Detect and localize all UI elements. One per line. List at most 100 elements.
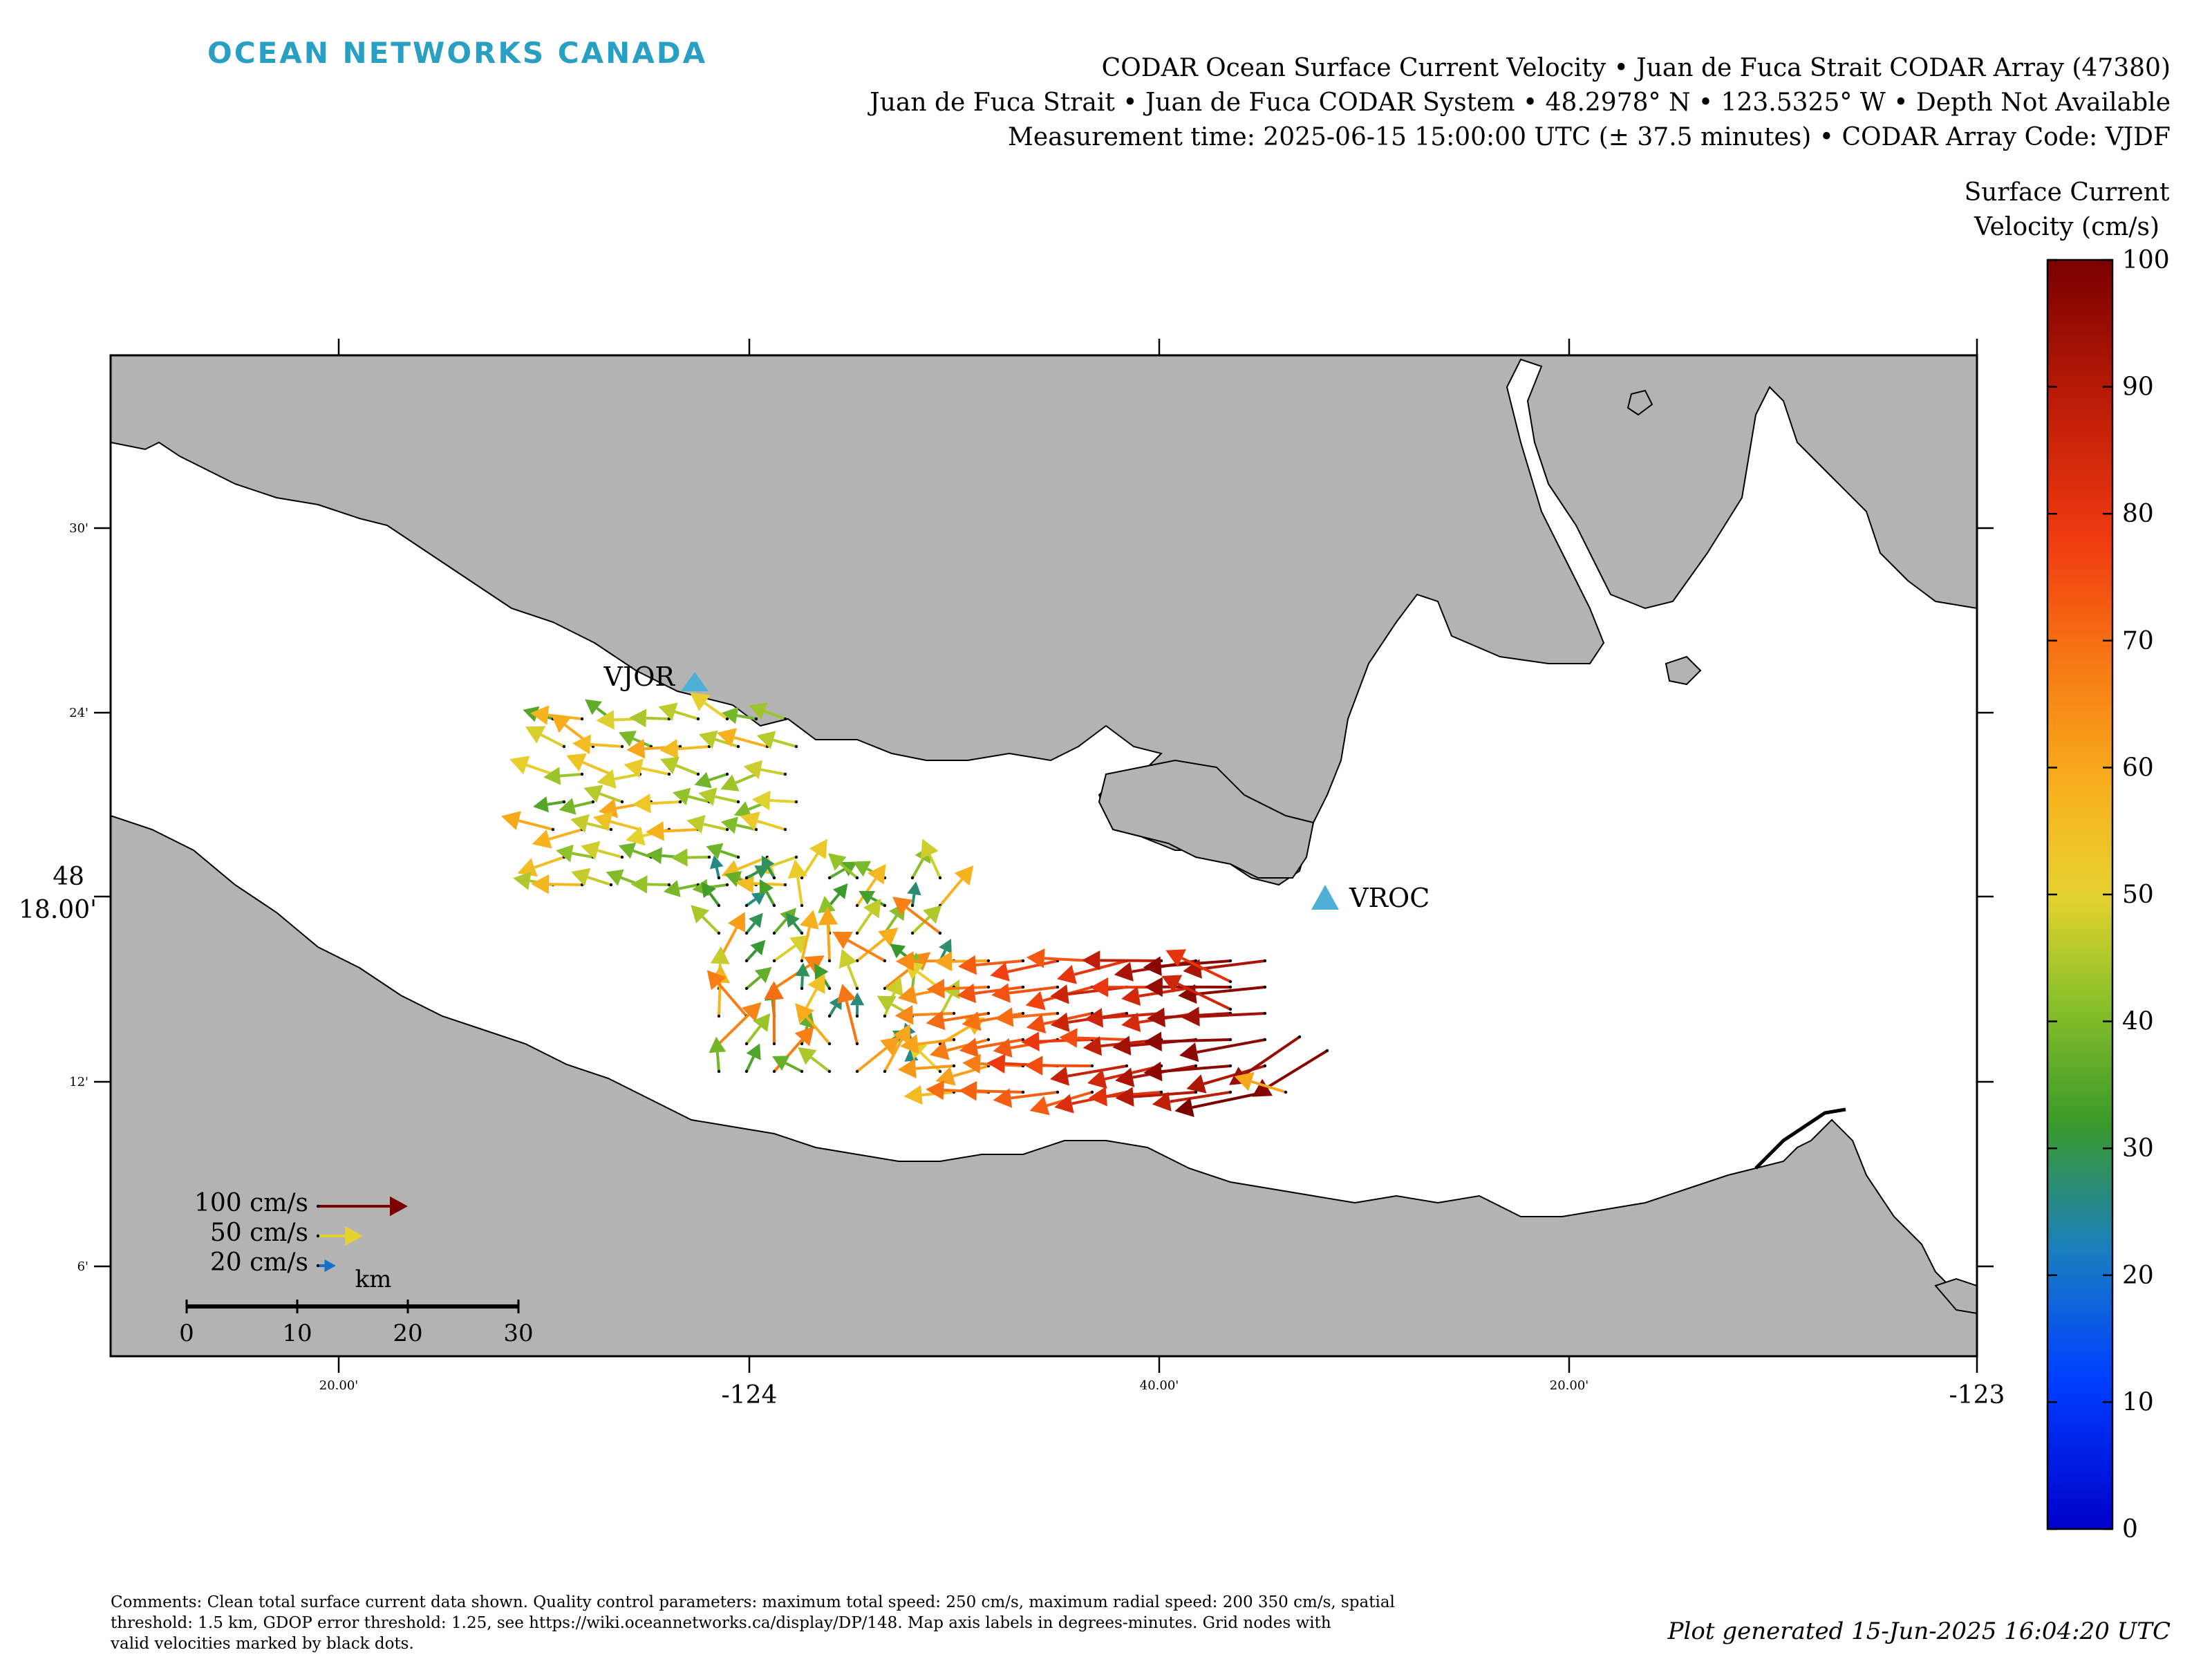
current-vector-node xyxy=(827,876,832,880)
current-vector-head xyxy=(897,1058,917,1078)
current-vector-node xyxy=(800,903,804,908)
colorbar-tick-label: 10 xyxy=(2122,1388,2154,1416)
legend-arrow-100-head xyxy=(390,1196,408,1217)
current-vector-head xyxy=(701,881,716,899)
current-vector-node xyxy=(883,1069,887,1074)
current-vector-node xyxy=(1228,985,1232,989)
current-vector-head xyxy=(814,963,829,980)
current-vector-head xyxy=(750,939,766,956)
current-vector-shaft xyxy=(641,767,670,776)
current-vector-node xyxy=(1159,1090,1163,1094)
current-vector-head xyxy=(698,787,718,806)
current-vector-head xyxy=(895,951,914,971)
current-vector-head xyxy=(630,875,648,894)
current-vector-head xyxy=(735,873,754,894)
current-vector-shaft xyxy=(828,1005,837,1018)
current-vector-node xyxy=(783,717,787,721)
current-vector-shaft xyxy=(549,883,583,886)
current-vector-head xyxy=(867,863,886,885)
current-vector-shaft xyxy=(1007,959,1058,973)
current-vector-shaft xyxy=(771,856,797,868)
current-vector-head xyxy=(800,910,819,930)
scale-tick-10: 10 xyxy=(282,1320,312,1347)
current-vector-head xyxy=(962,1011,982,1031)
current-vector-node xyxy=(794,744,798,749)
current-vector-head xyxy=(986,1053,1006,1074)
footer-line-1: Comments: Clean total surface current da… xyxy=(111,1593,1395,1611)
current-vector-node xyxy=(772,931,776,935)
current-vector-node xyxy=(696,772,700,776)
current-vector-head xyxy=(646,821,664,841)
current-vector-head xyxy=(618,731,637,747)
current-vector-shaft xyxy=(773,944,796,962)
current-vector-head xyxy=(897,984,918,1004)
current-vector-head xyxy=(1143,1061,1163,1082)
current-vector-head xyxy=(694,771,712,789)
current-vector-shaft xyxy=(1161,1038,1231,1043)
current-vector-head xyxy=(525,726,546,744)
current-vector-head xyxy=(531,874,550,894)
current-vector-node xyxy=(772,1069,776,1074)
current-vector-node xyxy=(717,1069,721,1074)
colorbar: 0 10 20 30 40 50 60 70 80 90 100 xyxy=(2046,246,2170,1544)
current-vector-shaft xyxy=(610,820,641,831)
current-vector-head xyxy=(852,861,872,877)
current-vector-shaft xyxy=(773,1038,803,1073)
current-vector-shaft xyxy=(745,949,758,962)
current-vector-head xyxy=(751,892,766,906)
current-vector-head xyxy=(1112,1035,1132,1056)
current-vector-head xyxy=(1029,1096,1050,1116)
current-vector-shaft xyxy=(1100,959,1162,962)
current-vector-shaft xyxy=(582,761,612,776)
current-vector-node xyxy=(736,855,740,859)
current-vector-shaft xyxy=(715,1052,720,1072)
legend-label-20: 20 cm/s xyxy=(210,1248,308,1277)
current-vector-head xyxy=(1234,1071,1255,1091)
current-vector-shaft xyxy=(912,1012,955,1017)
current-vector-node xyxy=(1263,959,1267,963)
y-tick-label-24: 24' xyxy=(69,706,88,720)
legend-arrow-20-node xyxy=(316,1264,320,1268)
current-vector-shaft xyxy=(518,819,554,831)
current-vector-shaft xyxy=(839,863,859,879)
colorbar-tick-label: 0 xyxy=(2122,1515,2138,1544)
current-vector-head xyxy=(772,1056,790,1071)
current-vector-node xyxy=(794,800,798,804)
current-vector-shaft xyxy=(944,986,989,991)
current-vector-head xyxy=(900,1034,919,1054)
current-vector-node xyxy=(1284,1090,1288,1094)
current-vector-head xyxy=(743,760,762,780)
current-vector-node xyxy=(1021,985,1025,989)
current-vector-head xyxy=(1178,984,1197,1004)
current-vector-node xyxy=(855,1042,859,1046)
legend-arrow-20-head xyxy=(324,1259,336,1273)
current-vector-head xyxy=(754,865,770,879)
current-vector-shaft xyxy=(757,819,786,831)
y-tick-label-12: 12' xyxy=(69,1075,88,1089)
current-vector-head xyxy=(581,841,601,860)
current-vector-shaft xyxy=(1067,1065,1127,1078)
current-vector-node xyxy=(1263,985,1267,989)
current-vector-shaft xyxy=(745,922,756,935)
current-vector-node xyxy=(1228,1090,1232,1094)
vector-legend: 100 cm/s 50 cm/s 20 cm/s km 0 10 20 30 xyxy=(179,1189,533,1347)
current-vector-head xyxy=(827,853,847,871)
current-vector-head xyxy=(1024,1056,1043,1076)
current-vector-node xyxy=(1228,959,1232,963)
current-vector-head xyxy=(596,710,615,730)
current-vector-shaft xyxy=(977,1038,1024,1049)
current-vector-shaft xyxy=(1009,986,1058,995)
current-vector-shaft xyxy=(632,849,652,859)
current-vector-node xyxy=(827,1069,832,1074)
current-vector-head xyxy=(832,931,853,949)
current-vector-shaft xyxy=(526,763,554,776)
current-vector-node xyxy=(827,1014,832,1018)
current-vector-head xyxy=(706,970,727,991)
current-vector-node xyxy=(667,772,671,776)
current-vector-shaft xyxy=(856,937,885,962)
current-vector-shaft xyxy=(715,867,720,879)
current-vector-head xyxy=(709,855,724,870)
current-vector-node xyxy=(1297,1035,1302,1039)
current-vector-node xyxy=(744,986,749,991)
current-vector-shaft xyxy=(733,736,768,748)
